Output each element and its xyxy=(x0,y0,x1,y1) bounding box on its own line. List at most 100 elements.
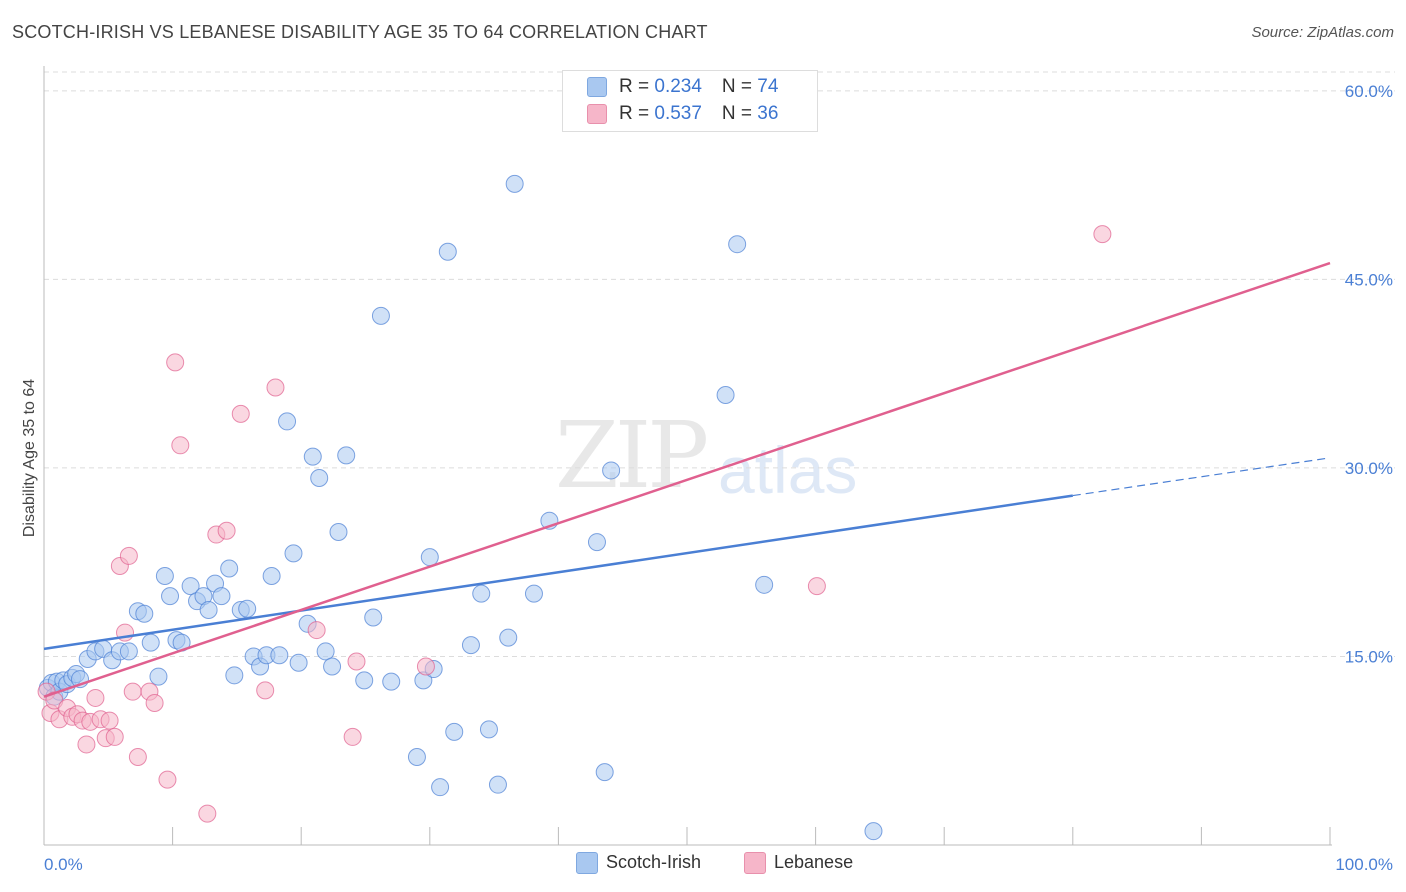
legend-n-value: 74 xyxy=(757,76,779,97)
scotch-irish-point xyxy=(310,468,329,487)
scotch-irish-point xyxy=(238,599,257,618)
legend-r-label: R = xyxy=(619,103,655,124)
scotch-irish-point xyxy=(135,604,154,623)
scotch-irish-point xyxy=(505,174,524,193)
scotch-irish-point xyxy=(407,748,426,767)
lebanese-point xyxy=(100,711,119,730)
x-tick-label: 0.0% xyxy=(44,855,83,874)
scotch-irish-point xyxy=(716,386,735,405)
scotch-irish-trend-extension xyxy=(1072,457,1331,497)
scotch-irish-point xyxy=(119,642,138,661)
lebanese-trend-line xyxy=(43,261,1331,698)
lebanese-point xyxy=(158,770,177,789)
scotch-irish-point xyxy=(371,306,390,325)
source-label: Source: ZipAtlas.com xyxy=(1251,24,1394,41)
y-tick-label: 15.0% xyxy=(1345,647,1393,666)
scotch-irish-point xyxy=(431,778,450,797)
legend-n-label: N = xyxy=(721,76,758,97)
scotch-irish-trend-line xyxy=(43,494,1073,651)
chart-title: SCOTCH-IRISH VS LEBANESE DISABILITY AGE … xyxy=(12,22,708,42)
lebanese-point xyxy=(171,436,190,455)
lebanese-point xyxy=(231,404,250,423)
bottom-legend-swatch-scotch-irish xyxy=(576,852,598,875)
lebanese-point xyxy=(198,804,217,823)
scotch-irish-point xyxy=(329,523,348,542)
lebanese-point xyxy=(256,681,275,700)
scotch-irish-point xyxy=(479,720,498,739)
scotch-irish-point xyxy=(420,548,439,567)
lebanese-point xyxy=(807,577,826,596)
bottom-legend-label: Lebanese xyxy=(774,852,854,872)
scotch-irish-point xyxy=(461,636,480,655)
lebanese-point xyxy=(1093,225,1112,244)
scotch-irish-point xyxy=(445,722,464,741)
y-tick-label: 30.0% xyxy=(1345,459,1393,478)
lebanese-point xyxy=(123,682,142,701)
scotch-irish-point xyxy=(337,446,356,465)
scotch-irish-point xyxy=(278,412,297,431)
lebanese-point xyxy=(307,621,326,640)
legend-n-value: 36 xyxy=(757,103,779,124)
legend-swatch-lebanese xyxy=(587,103,607,124)
scotch-irish-point xyxy=(587,533,606,552)
scotch-irish-point xyxy=(220,559,239,578)
legend-row-lebanese: R = 0.537 N = 36 xyxy=(587,103,778,125)
lebanese-point xyxy=(145,693,164,712)
lebanese-point xyxy=(119,546,138,565)
legend-n-label: N = xyxy=(721,103,758,124)
scotch-irish-point xyxy=(355,671,374,690)
lebanese-point xyxy=(105,727,124,746)
scotch-irish-point xyxy=(284,544,303,563)
scotch-irish-point xyxy=(323,657,342,676)
lebanese-point xyxy=(343,727,362,746)
scotch-irish-point xyxy=(161,587,180,606)
scotch-irish-point xyxy=(499,628,518,647)
y-tick-label: 60.0% xyxy=(1345,82,1393,101)
scotch-irish-point xyxy=(595,763,614,782)
scotch-irish-point xyxy=(212,587,231,606)
y-axis-title: Disability Age 35 to 64 xyxy=(21,379,38,537)
scotch-irish-point xyxy=(141,633,160,652)
scotch-irish-point xyxy=(289,653,308,672)
scotch-irish-point xyxy=(728,235,747,254)
legend-r-label: R = xyxy=(619,76,655,97)
legend-r-value: 0.537 xyxy=(654,103,702,124)
bottom-legend-lebanese: Lebanese xyxy=(744,852,854,875)
legend-swatch-scotch-irish xyxy=(587,76,607,97)
scotch-irish-point xyxy=(270,646,289,665)
scotch-irish-point xyxy=(488,775,507,794)
lebanese-point xyxy=(86,688,105,707)
scotch-irish-point xyxy=(472,584,491,603)
scotch-irish-point xyxy=(316,642,335,661)
legend-row-scotch-irish: R = 0.234 N = 74 xyxy=(587,76,778,98)
lebanese-point xyxy=(77,735,96,754)
scotch-irish-point xyxy=(155,567,174,586)
bottom-legend-swatch-lebanese xyxy=(744,852,766,875)
lebanese-point xyxy=(217,521,236,540)
scotch-irish-point xyxy=(199,600,218,619)
lebanese-point xyxy=(347,652,366,671)
scotch-irish-point xyxy=(755,575,774,594)
scotch-irish-point xyxy=(438,242,457,261)
lebanese-point xyxy=(266,378,285,397)
lebanese-point xyxy=(166,353,185,372)
y-tick-label: 45.0% xyxy=(1345,270,1393,289)
scotch-irish-point xyxy=(303,447,322,466)
lebanese-point xyxy=(416,657,435,676)
scotch-irish-point xyxy=(262,567,281,586)
legend: R = 0.234 N = 74 R = 0.537 N = 36 xyxy=(562,70,818,132)
scotch-irish-point xyxy=(149,667,168,686)
scotch-irish-point xyxy=(364,608,383,627)
scotch-irish-point xyxy=(524,584,543,603)
legend-r-value: 0.234 xyxy=(654,76,702,97)
watermark-zip: ZIP xyxy=(555,402,709,509)
scotch-irish-point xyxy=(382,672,401,691)
lebanese-point xyxy=(128,748,147,767)
x-tick-label: 100.0% xyxy=(1335,855,1393,874)
scotch-irish-point xyxy=(602,461,621,480)
scotch-irish-point xyxy=(181,577,200,596)
bottom-legend-scotch-irish: Scotch-Irish xyxy=(576,852,701,875)
scotch-irish-point xyxy=(864,822,883,841)
scotch-irish-point xyxy=(225,666,244,685)
